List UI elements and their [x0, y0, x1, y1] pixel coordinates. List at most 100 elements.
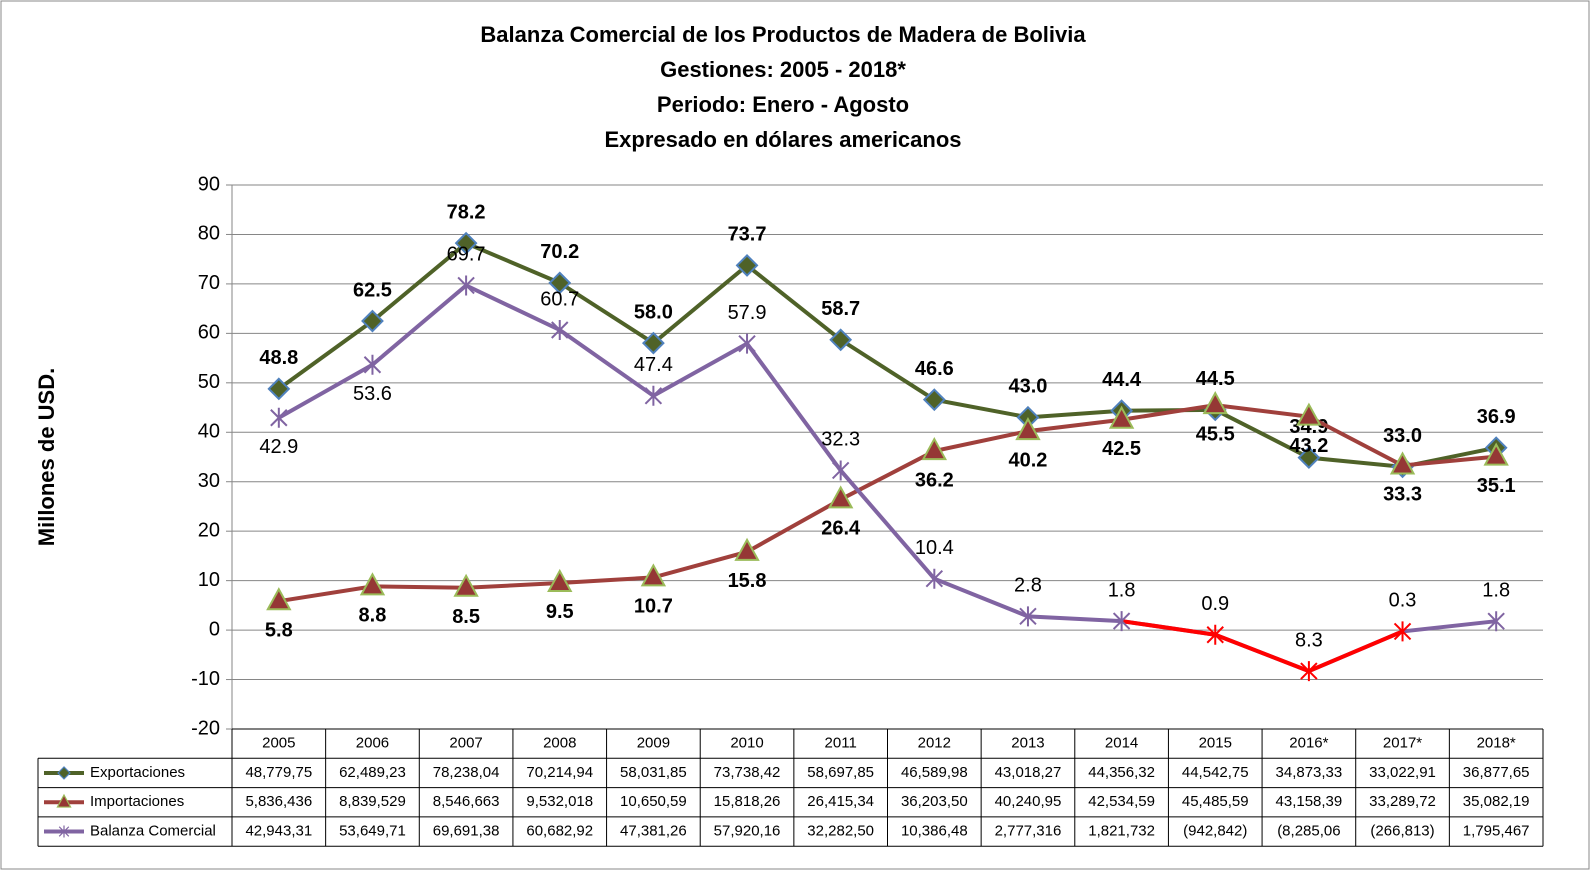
y-tick-label: 90 [198, 173, 220, 195]
table-cell: 5,836,436 [245, 793, 312, 810]
y-axis-label: Millones de USD. [34, 368, 59, 546]
table-cell: 44,356,32 [1088, 764, 1155, 781]
marker [363, 354, 382, 375]
chart-subtitle: Periodo: Enero - Agosto [657, 92, 909, 117]
x-tick-label: 2015 [1199, 735, 1232, 752]
data-label: 42.9 [259, 436, 298, 458]
y-tick-label: 50 [198, 371, 220, 393]
data-label: 69.7 [447, 244, 486, 266]
marker [1206, 624, 1224, 645]
table-cell: 33,289,72 [1369, 793, 1436, 810]
marker [266, 587, 292, 611]
legend-label: Balanza Comercial [90, 823, 216, 840]
table-cell: 58,697,85 [807, 764, 874, 781]
x-tick-label: 2011 [825, 735, 857, 752]
data-label: 48.8 [259, 347, 298, 369]
table-cell: 78,238,04 [433, 764, 500, 781]
data-label: 9.5 [546, 601, 574, 623]
x-tick-label: 2005 [262, 735, 295, 752]
data-label: 73.7 [728, 224, 767, 246]
x-tick-label: 2007 [449, 735, 482, 752]
table-cell: 10,650,59 [620, 793, 687, 810]
table-cell: 2,777,316 [995, 823, 1062, 840]
y-tick-label: 80 [198, 223, 220, 245]
data-label: 58.0 [634, 301, 673, 323]
data-label: 46.6 [915, 358, 954, 380]
data-label: 70.2 [540, 241, 579, 263]
legend-marker [56, 793, 72, 808]
x-tick-label: 2006 [356, 735, 389, 752]
x-tick-label: 2012 [918, 735, 951, 752]
marker [548, 271, 572, 295]
data-label: 8.3 [1295, 629, 1323, 651]
data-label: 10.4 [915, 537, 954, 559]
y-tick-label: 70 [198, 272, 220, 294]
table-cell: (942,842) [1183, 823, 1247, 840]
x-tick-label: 2008 [543, 735, 576, 752]
data-label: 40.2 [1008, 449, 1047, 471]
marker [925, 568, 944, 589]
table-cell: 43,018,27 [995, 764, 1062, 781]
marker [267, 377, 291, 401]
table-cell: 36,203,50 [901, 793, 968, 810]
data-label: 1.8 [1482, 579, 1510, 601]
data-label: 33.3 [1383, 484, 1422, 506]
legend-marker [57, 766, 71, 780]
line [277, 240, 1497, 469]
marker [1112, 611, 1131, 632]
marker [1389, 451, 1416, 475]
data-label: 35.1 [1477, 475, 1516, 497]
marker [551, 320, 569, 341]
data-label: 47.4 [634, 354, 673, 376]
y-tick-label: 40 [198, 421, 220, 443]
data-label: 43.2 [1289, 435, 1328, 457]
table-cell: (8,285,06 [1277, 823, 1340, 840]
table-cell: 73,738,42 [714, 764, 781, 781]
table-cell: 36,877,65 [1463, 764, 1530, 781]
marker [921, 436, 948, 461]
y-tick-label: 0 [209, 618, 220, 640]
table-cell: 70,214,94 [526, 764, 593, 781]
table-cell: 42,534,59 [1088, 793, 1155, 810]
marker [454, 231, 478, 255]
table-cell: 1,795,467 [1463, 823, 1530, 840]
negative-segment [1214, 632, 1310, 673]
data-label: 26.4 [821, 518, 861, 540]
marker [1015, 417, 1041, 441]
negative-segment [1308, 629, 1404, 673]
data-label: 32.3 [821, 429, 860, 451]
table-cell: 69,691,38 [433, 823, 500, 840]
line [278, 403, 1497, 604]
marker [829, 328, 853, 352]
data-label: 15.8 [728, 570, 767, 592]
data-label: 45.5 [1196, 423, 1235, 445]
x-tick-label: 2017* [1383, 735, 1422, 752]
negative-segment [1121, 619, 1216, 637]
legend-marker [58, 825, 70, 838]
y-tick-label: 20 [198, 519, 220, 541]
y-tick-label: -10 [191, 668, 220, 690]
table-cell: 57,920,16 [714, 823, 781, 840]
marker [738, 333, 756, 354]
table-cell: 46,589,98 [901, 764, 968, 781]
data-label: 58.7 [821, 298, 860, 320]
marker [1297, 446, 1321, 470]
table-cell: 35,082,19 [1463, 793, 1530, 810]
data-label: 0.9 [1201, 593, 1229, 615]
legend-label: Importaciones [90, 793, 184, 810]
x-tick-label: 2009 [637, 735, 670, 752]
data-label: 57.9 [728, 302, 767, 324]
marker [644, 385, 663, 406]
data-label: 5.8 [265, 619, 293, 641]
chart-subtitle: Gestiones: 2005 - 2018* [660, 57, 906, 82]
data-label: 42.5 [1102, 438, 1141, 460]
marker [1487, 611, 1505, 632]
marker [1300, 661, 1318, 682]
data-label: 10.7 [634, 596, 673, 618]
chart-subtitle: Expresado en dólares americanos [604, 127, 961, 152]
data-label: 36.2 [915, 469, 954, 491]
x-tick-label: 2016* [1289, 735, 1328, 752]
data-label: 33.0 [1383, 425, 1422, 447]
marker [453, 573, 479, 597]
marker [1019, 606, 1037, 627]
